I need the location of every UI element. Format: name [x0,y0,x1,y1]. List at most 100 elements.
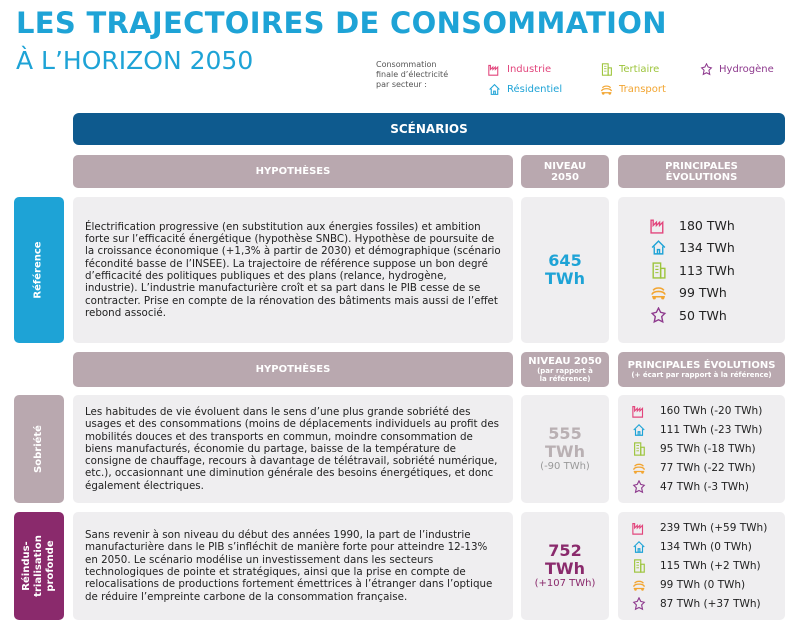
scenario-name-line: Référence [33,241,45,299]
hypothesis-text: Les habitudes de vie évoluent dans le se… [85,405,500,492]
banner: SCÉNARIOS [73,113,785,145]
evolution-value: 87 TWh (+37 TWh) [660,598,761,610]
evolution-row: 99 TWh [650,281,785,304]
evolution-value: 99 TWh [679,285,727,300]
header-line: PRINCIPALES [665,160,738,172]
evolution-row: 77 TWh (-22 TWh) [632,459,785,478]
sector-icon [632,461,646,475]
header-line: ÉVOLUTIONS [665,171,738,183]
column-header: NIVEAU 2050 [521,155,609,188]
evolution-row: 111 TWh (-23 TWh) [632,421,785,440]
scenario-name-line: trialisation [33,535,45,597]
level-value: TWh [545,269,585,288]
header-note: (+ écart par rapport à la référence) [631,371,772,379]
sector-icon [632,480,646,494]
header-line: NIVEAU [543,160,587,172]
legend-caption: Consommation finale d’électricité par sect… [376,60,448,90]
evolution-row: 180 TWh [650,214,785,237]
sector-icon [488,63,501,76]
subtitle: À L’HORIZON 2050 [16,46,254,75]
level-value: TWh [545,442,585,461]
scenario-label: Référence [14,197,64,343]
sector-icon [632,521,646,535]
evolution-value: 239 TWh (+59 TWh) [660,522,768,534]
evolution-value: 95 TWh (-18 TWh) [660,443,756,455]
evolutions-cell: 239 TWh (+59 TWh) 134 TWh (0 TWh) 115 TWh … [618,512,785,620]
legend-item: Tertiaire [600,63,659,76]
scenario-name: Sobriété [33,425,45,473]
sector-icon [650,284,667,301]
level-cell: 752 TWh (+107 TWh) [521,512,609,620]
sector-icon [650,239,667,256]
legend-item: Hydrogène [700,63,774,76]
header-note: la référence) [539,375,591,383]
sector-icon [632,559,646,573]
legend-label: Tertiaire [619,64,660,75]
level-value: 555 [548,424,582,443]
evolutions-cell: 160 TWh (-20 TWh) 111 TWh (-23 TWh) 95 TWh… [618,395,785,503]
column-header: PRINCIPALES ÉVOLUTIONS [618,155,785,188]
hypothesis-cell: Électrification progressive (en substitu… [73,197,513,343]
evolution-row: 239 TWh (+59 TWh) [632,519,785,538]
level-cell: 645 TWh [521,197,609,343]
sector-icon [632,423,646,437]
evolution-value: 111 TWh (-23 TWh) [660,424,763,436]
evolution-row: 134 TWh (0 TWh) [632,538,785,557]
hypothesis-text: Sans revenir à son niveau du début des a… [85,529,493,603]
evolution-row: 99 TWh (0 TWh) [632,576,785,595]
legend-item: Transport [600,83,666,96]
level-cell: 555 TWh (-90 TWh) [521,395,609,503]
header-note: (par rapport à [537,367,593,375]
sector-icon [650,217,667,234]
scenario-name: Référence [33,241,45,298]
legend-label: Hydrogène [719,64,774,75]
hypothesis-cell: Sans revenir à son niveau du début des a… [73,512,513,620]
hypothesis-text: Électrification progressive (en substitu… [85,220,501,319]
scenario-name: Réindus-trialisation profonde [21,535,57,597]
scenario-label: Sobriété [14,395,64,503]
level-value: TWh [545,559,585,578]
scenario-label: Réindus-trialisation profonde [14,512,64,620]
evolution-value: 77 TWh (-22 TWh) [660,462,756,474]
caption-line: Consommation [376,60,437,69]
legend-item: Résidentiel [488,83,562,96]
title: LES TRAJECTOIRES DE CONSOMMATION [16,6,667,40]
evolution-row: 115 TWh (+2 TWh) [632,557,785,576]
evolution-value: 99 TWh (0 TWh) [660,579,746,591]
header-line: NIVEAU 2050 [528,356,602,367]
legend-label: Industrie [507,64,552,75]
level-value: 645 [548,251,582,270]
column-header: PRINCIPALES ÉVOLUTIONS (+ écart par rappo… [618,352,785,387]
sector-icon [632,442,646,456]
sector-icon [488,83,501,96]
evolution-row: 134 TWh [650,236,785,259]
evolution-row: 113 TWh [650,259,785,282]
evolution-value: 47 TWh (-3 TWh) [660,481,749,493]
level-delta: (+107 TWh) [534,578,596,589]
header-line: PRINCIPALES ÉVOLUTIONS [627,360,776,371]
column-header: HYPOTHÈSES [73,155,513,188]
scenario-name-line: profonde [45,540,57,592]
evolution-value: 160 TWh (-20 TWh) [660,405,763,417]
evolution-value: 115 TWh (+2 TWh) [660,560,761,572]
caption-line: finale d’électricité [376,70,449,79]
sector-icon [632,404,646,418]
level-value: 752 [548,541,582,560]
sector-icon [650,262,667,279]
level-delta: (-90 TWh) [540,461,590,472]
evolution-row: 95 TWh (-18 TWh) [632,440,785,459]
header-line: 2050 [551,171,579,183]
scenario-name-line: Réindus- [21,541,33,591]
evolution-value: 113 TWh [679,262,735,278]
evolution-row: 160 TWh (-20 TWh) [632,402,785,421]
legend-item: Industrie [488,63,551,76]
legend-label: Transport [619,84,666,95]
evolution-value: 134 TWh [679,240,735,255]
sector-icon [650,307,667,324]
sector-icon [632,597,646,611]
evolutions-cell: 180 TWh 134 TWh 113 TWh 99 TWh 50 TWh [618,197,785,343]
evolution-row: 50 TWh [650,304,785,327]
legend-label: Résidentiel [507,84,563,95]
column-header: NIVEAU 2050 (par rapport à la référence) [521,352,609,387]
